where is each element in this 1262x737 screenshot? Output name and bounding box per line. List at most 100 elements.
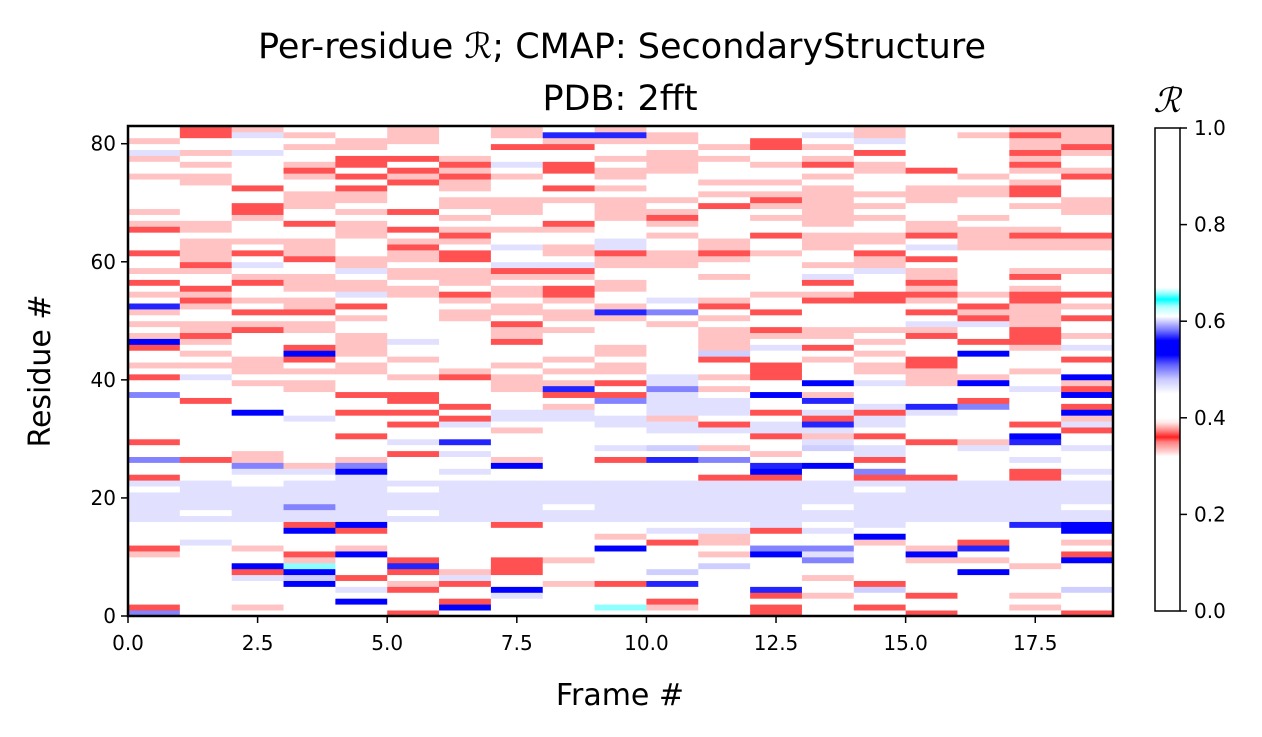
heatmap-cell [594,167,647,174]
heatmap-cell [750,397,803,404]
heatmap-cell [801,551,855,558]
heatmap-cell [646,556,699,564]
heatmap-cell [179,344,233,351]
heatmap-cell [853,149,907,156]
heatmap-cell [801,214,855,221]
heatmap-cell [905,480,958,487]
heatmap-cell [801,521,855,528]
heatmap-cell [594,143,647,151]
heatmap-cell [335,379,388,387]
heatmap-cell [335,143,388,151]
heatmap-cell [387,385,440,393]
heatmap-cell [853,143,907,151]
heatmap-cell [1009,592,1062,599]
heatmap-cell [335,208,388,215]
heatmap-cell [439,267,492,274]
heatmap-cell [957,610,1010,617]
heatmap-cell [387,320,440,328]
heatmap-cell [439,309,492,316]
heatmap-cell [594,350,647,357]
heatmap-cell [542,527,595,534]
heatmap-cell [957,362,1010,369]
heatmap-cell [594,610,647,617]
heatmap-cell [646,285,699,292]
heatmap-cell [594,432,647,440]
heatmap-cell [179,279,233,286]
heatmap-cell [801,604,855,611]
heatmap-cell [335,155,388,162]
heatmap-cell [698,303,751,310]
heatmap-cell [646,456,699,463]
heatmap-cell [853,568,907,576]
heatmap-cell [490,309,544,316]
heatmap-cell [801,173,855,180]
heatmap-cell [231,131,284,139]
heatmap-cell [179,149,233,156]
heatmap-cell [1009,332,1062,339]
heatmap-cell [1009,368,1062,375]
heatmap-cell [905,533,958,540]
heatmap-cell [1009,255,1062,263]
heatmap-cell [853,574,907,581]
heatmap-cell [1009,143,1062,151]
heatmap-cell [1061,261,1114,269]
heatmap-cell [957,202,1010,210]
heatmap-cell [594,220,647,227]
heatmap-cell [490,373,544,381]
heatmap-cell [646,350,699,357]
heatmap-cell [490,598,544,605]
heatmap-cell [594,185,647,192]
heatmap-cell [231,179,284,186]
heatmap-cell [179,261,233,269]
heatmap-cell [335,515,388,522]
heatmap-cell [542,214,595,221]
heatmap-cell [801,208,855,215]
heatmap-cell [957,332,1010,339]
heatmap-cell [439,562,492,570]
heatmap-cell [646,385,699,393]
heatmap-cell [283,527,336,534]
heatmap-cell [490,285,544,292]
heatmap-cell [594,285,647,292]
heatmap-cell [801,232,855,239]
heatmap-cell [801,273,855,280]
heatmap-cell [750,320,803,328]
heatmap-cell [801,509,855,517]
heatmap-cell [750,297,803,304]
heatmap-cell [957,255,1010,263]
heatmap-cell [387,267,440,274]
heatmap-cell [490,415,544,422]
heatmap-cell [387,474,440,481]
heatmap-cell [1009,385,1062,393]
heatmap-cell [439,403,492,410]
heatmap-cell [905,155,958,162]
heatmap-cell [750,309,803,316]
heatmap-cell [335,474,388,481]
heatmap-cell [490,486,544,493]
heatmap-cell [957,415,1010,422]
heatmap-cell [594,314,647,322]
heatmap-cell [490,574,544,581]
heatmap-cell [335,438,388,446]
heatmap-cell [1009,126,1062,133]
heatmap-cell [905,285,958,292]
heatmap-cell [128,515,181,522]
heatmap-cell [594,309,647,316]
heatmap-cell [542,273,595,280]
heatmap-cell [853,373,907,381]
heatmap-cell [1009,521,1062,528]
heatmap-cell [542,314,595,322]
heatmap-cell [439,161,492,168]
heatmap-cell [1009,309,1062,316]
heatmap-cell [128,521,181,528]
heatmap-cell [1009,220,1062,227]
heatmap-cell [698,391,751,398]
heatmap-cell [594,196,647,204]
heatmap-cell [646,273,699,280]
heatmap-cell [335,173,388,180]
heatmap-cell [179,291,233,298]
heatmap-cell [490,320,544,328]
heatmap-cell [853,303,907,310]
heatmap-cell [750,249,803,257]
heatmap-cell [542,196,595,204]
